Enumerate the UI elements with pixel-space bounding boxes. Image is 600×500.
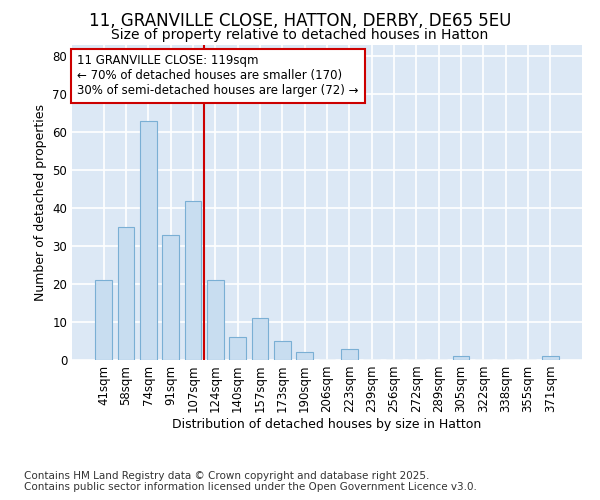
Bar [140, 121, 157, 360]
Bar [296, 352, 313, 360]
X-axis label: Distribution of detached houses by size in Hatton: Distribution of detached houses by size … [172, 418, 482, 431]
Text: 11, GRANVILLE CLOSE, HATTON, DERBY, DE65 5EU: 11, GRANVILLE CLOSE, HATTON, DERBY, DE65… [89, 12, 511, 30]
Bar [95, 280, 112, 360]
Bar [229, 337, 246, 360]
Bar [452, 356, 469, 360]
Bar [118, 227, 134, 360]
Bar [162, 235, 179, 360]
Text: Size of property relative to detached houses in Hatton: Size of property relative to detached ho… [112, 28, 488, 42]
Bar [185, 200, 202, 360]
Bar [542, 356, 559, 360]
Bar [207, 280, 224, 360]
Text: Contains HM Land Registry data © Crown copyright and database right 2025.
Contai: Contains HM Land Registry data © Crown c… [24, 471, 477, 492]
Bar [341, 348, 358, 360]
Y-axis label: Number of detached properties: Number of detached properties [34, 104, 47, 301]
Text: 11 GRANVILLE CLOSE: 119sqm
← 70% of detached houses are smaller (170)
30% of sem: 11 GRANVILLE CLOSE: 119sqm ← 70% of deta… [77, 54, 359, 98]
Bar [251, 318, 268, 360]
Bar [274, 341, 290, 360]
